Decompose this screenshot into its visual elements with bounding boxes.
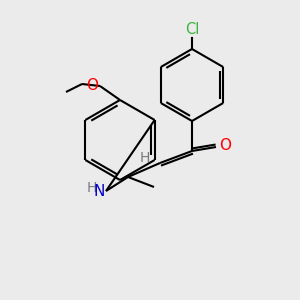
Text: H: H xyxy=(87,181,97,195)
Text: N: N xyxy=(94,184,105,199)
Text: Cl: Cl xyxy=(185,22,199,37)
Text: H: H xyxy=(140,151,150,165)
Text: O: O xyxy=(86,77,98,92)
Text: O: O xyxy=(219,137,231,152)
